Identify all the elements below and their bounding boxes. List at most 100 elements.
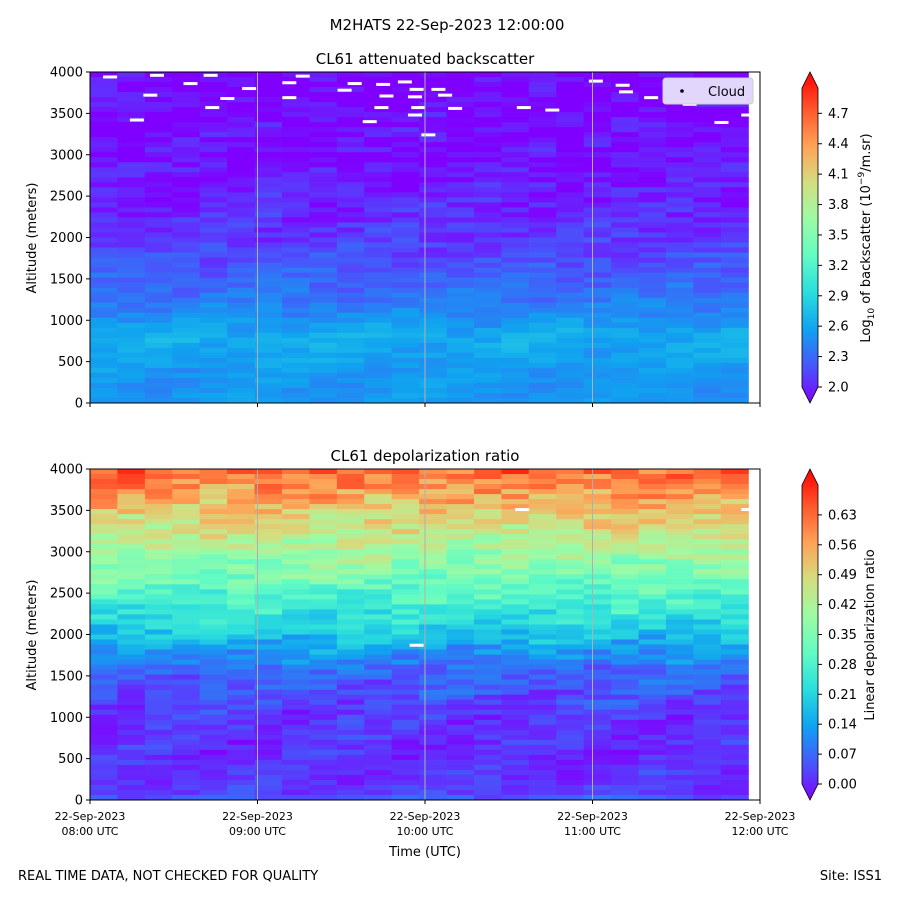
cloud-marker [220,96,235,100]
missing-data-mark [515,508,530,512]
field-cell [446,187,475,193]
field-cell [611,574,640,580]
field-cell [666,649,694,656]
field-cell [227,322,256,329]
field-cell [501,785,530,791]
field-cell [199,489,228,495]
field-cell [556,77,585,83]
field-cell [693,377,722,384]
field-cell [117,192,146,198]
field-cell [720,589,749,595]
field-cell [638,222,667,229]
field-cell [309,282,338,289]
field-cell [391,312,420,319]
field-cell [693,734,722,741]
field-cell [501,232,530,239]
field-cell [720,654,749,661]
x-tick-time: 10:00 UTC [396,825,453,838]
field-cell [172,474,201,480]
field-cell [583,749,612,756]
field-cell [666,142,694,148]
field-cell [583,337,612,344]
field-cell [364,739,393,746]
field-cell [666,162,694,168]
field-cell [254,509,283,515]
field-cell [254,267,283,274]
field-cell [391,102,420,108]
field-cell [638,795,667,800]
field-cell [172,729,201,736]
field-cell [501,222,530,229]
field-cell [693,544,722,550]
field-cell [501,277,530,284]
field-cell [309,544,338,550]
field-cell [254,709,283,716]
field-cell [336,785,365,791]
field-cell [446,92,475,98]
field-cell [254,127,283,133]
field-cell [419,674,448,681]
field-cell [227,307,256,314]
field-cell [364,87,393,93]
field-cell [611,202,640,208]
backscatter-title: CL61 attenuated backscatter [316,50,535,68]
field-cell [172,584,201,590]
field-cell [419,644,448,651]
field-cell [144,494,173,500]
field-cell [666,297,694,304]
field-cell [364,372,393,379]
field-cell [172,654,201,661]
field-cell [309,534,338,540]
field-cell [693,649,722,656]
colorbar-tick-label: 0.00 [828,778,857,793]
field-cell [666,509,694,515]
field-cell [172,785,201,791]
field-cell [199,679,228,686]
field-cell [117,714,146,721]
field-cell [556,744,585,751]
field-cell [419,287,448,294]
colorbar-tick-label: 0.07 [828,748,857,763]
field-cell [419,779,448,786]
field-cell [90,509,118,515]
field-cell [254,307,283,314]
field-cell [90,377,118,384]
field-cell [172,172,201,178]
field-cell [611,624,640,631]
field-cell [391,287,420,294]
field-cell [501,242,530,249]
field-cell [282,377,310,384]
field-cell [474,377,502,384]
field-cell [254,317,283,324]
field-cell [364,97,393,103]
field-cell [720,639,749,646]
field-cell [227,694,256,701]
field-cell [199,504,228,510]
field-cell [638,779,667,786]
field-cell [90,157,118,163]
field-cell [117,382,146,389]
field-cell [666,489,694,495]
field-cell [501,494,530,500]
field-cell [90,504,118,510]
field-cell [446,474,475,480]
cloud-marker [103,75,118,79]
field-cell [419,137,448,143]
field-cell [638,624,667,631]
field-cell [611,659,640,666]
field-cell [666,604,694,610]
field-cell [282,494,310,500]
field-cell [117,277,146,284]
field-cell [446,719,475,726]
field-cell [391,624,420,631]
field-cell [501,312,530,319]
field-cell [282,382,310,389]
field-cell [556,132,585,138]
field-cell [720,749,749,756]
field-cell [474,232,502,239]
field-cell [693,117,722,123]
field-cell [364,357,393,364]
field-cell [309,212,338,218]
field-cell [446,162,475,168]
field-cell [90,177,118,183]
